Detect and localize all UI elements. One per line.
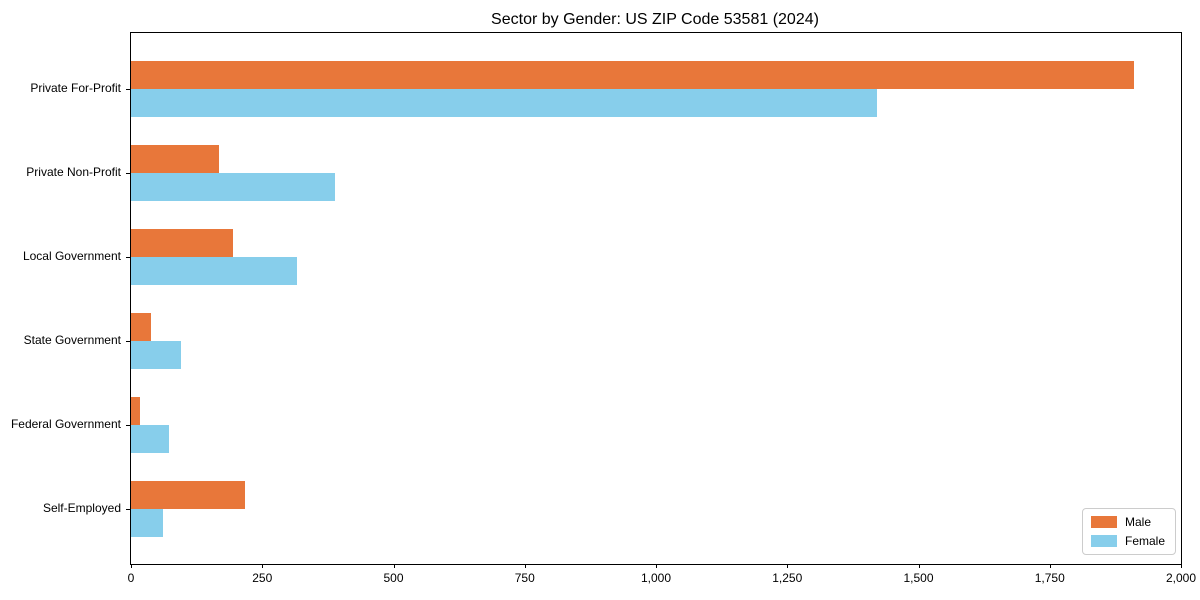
y-axis-tick-mark [126,425,131,426]
chart-title: Sector by Gender: US ZIP Code 53581 (202… [491,11,819,28]
x-axis-tick-mark [524,564,526,568]
x-axis-tick-label: 1,000 [640,571,672,585]
bar-male-5 [131,481,246,509]
x-axis-tick-label: 0 [127,571,135,585]
legend-label-female: Female [1124,534,1165,548]
bar-male-3 [131,313,151,341]
x-axis-tick-mark [393,564,395,568]
legend: Male Female [1081,508,1176,555]
y-axis-category-label: Federal Government [10,417,121,431]
x-axis-tick-mark [131,564,132,568]
bar-male-4 [131,397,140,425]
x-axis-tick-mark [656,564,657,568]
x-axis-tick-mark [1181,564,1182,568]
y-axis-category-label: State Government [23,333,121,347]
y-axis-category-label: Private For-Profit [30,81,121,95]
legend-label-male: Male [1124,515,1151,529]
bar-female-1 [131,173,335,201]
x-axis-tick-label: 1,750 [1034,571,1065,585]
legend-entry-male: Male [1090,515,1165,529]
y-axis-tick-mark [126,509,131,510]
bar-male-0 [131,61,1134,89]
y-axis-category-label: Local Government [22,249,121,263]
x-axis-tick-label: 1,500 [903,571,934,585]
y-axis-tick-mark [126,89,131,90]
bar-female-0 [131,89,877,117]
x-axis-tick-mark [1049,564,1051,568]
female-color-swatch [1090,535,1117,547]
bar-female-3 [131,341,181,369]
x-axis-tick-mark [787,564,789,568]
y-axis-tick-mark [126,257,131,258]
x-axis-tick-mark [918,564,920,568]
bar-female-2 [131,257,298,285]
y-axis-tick-mark [126,173,131,174]
x-axis-tick-label: 750 [514,571,535,585]
plot-area: 0 250 500 750 1,000 1,250 1,500 1,750 2,000 Priva… [11,32,1196,585]
x-axis-tick-label: 250 [252,571,273,585]
bar-female-5 [131,509,164,537]
male-color-swatch [1090,516,1117,528]
y-axis-category-label: Private Non-Profit [26,165,121,179]
bar-male-1 [131,145,220,173]
x-axis-tick-label: 1,250 [772,571,803,585]
bar-female-4 [131,425,170,453]
x-axis-tick-label: 500 [383,571,404,585]
legend-entry-female: Female [1090,534,1165,548]
y-axis-tick-mark [126,341,131,342]
x-axis-tick-label: 2,000 [1165,571,1197,585]
y-axis-category-label: Self-Employed [42,501,121,515]
bar-male-2 [131,229,234,257]
x-axis-tick-mark [262,564,264,568]
